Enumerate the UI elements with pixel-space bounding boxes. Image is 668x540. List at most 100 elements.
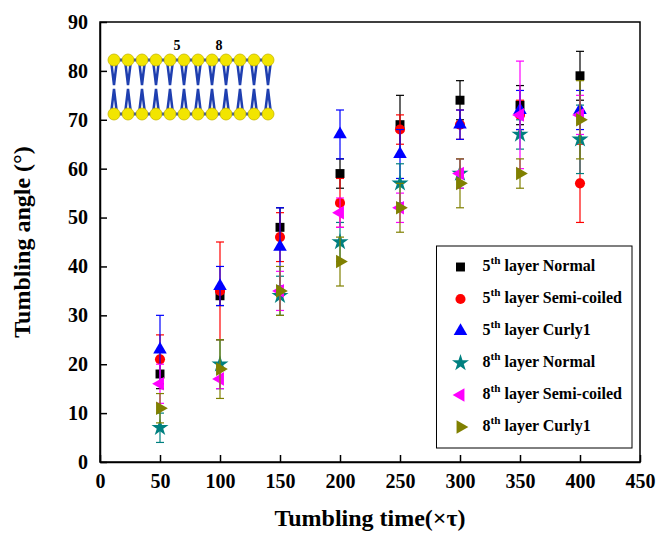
point — [396, 201, 408, 215]
tick: 400 — [566, 455, 596, 492]
tick-mark — [520, 455, 522, 462]
inset-head — [108, 108, 120, 120]
legend-label: 5th layer Normal — [482, 254, 595, 275]
inset-head — [150, 108, 162, 120]
tick-mark — [100, 120, 107, 122]
tick-mark — [100, 413, 107, 415]
point — [216, 362, 228, 376]
tick-mark — [100, 462, 107, 464]
annotation: 5 — [174, 38, 181, 53]
error-cap — [456, 109, 464, 110]
tick: 40 — [68, 255, 107, 277]
inset-head — [220, 54, 232, 66]
tick-label: 300 — [446, 470, 476, 492]
tick: 10 — [68, 402, 107, 424]
inset-head — [234, 54, 246, 66]
error-cap — [216, 398, 224, 399]
error-cap — [456, 158, 464, 159]
inset-head — [178, 108, 190, 120]
point — [456, 96, 465, 105]
tick: 350 — [506, 455, 536, 492]
tick-label: 450 — [626, 470, 656, 492]
point — [213, 278, 227, 290]
point — [576, 113, 588, 127]
inset-head — [234, 108, 246, 120]
tick-mark — [340, 455, 342, 462]
legend-box — [436, 246, 632, 448]
point — [152, 377, 164, 391]
tick-mark — [220, 455, 222, 462]
tick-mark — [400, 455, 402, 462]
error-cap — [276, 207, 284, 208]
error-cap — [456, 139, 464, 140]
error-cap — [156, 422, 164, 423]
point — [516, 167, 528, 181]
error-cap — [516, 188, 524, 189]
tick: 250 — [386, 455, 416, 492]
tick-label: 150 — [266, 470, 296, 492]
tick-mark — [460, 455, 462, 462]
error-cap — [396, 163, 404, 164]
point — [273, 239, 287, 251]
error-cap — [456, 80, 464, 81]
error-cap — [336, 197, 344, 198]
legend-label: 8th layer Normal — [482, 350, 595, 371]
legend-marker — [452, 354, 469, 370]
inset-head — [206, 54, 218, 66]
point — [332, 206, 344, 220]
error-line — [339, 178, 340, 227]
error-cap — [216, 305, 224, 306]
error-cap — [576, 51, 584, 52]
tick-label: 250 — [386, 470, 416, 492]
tick-label: 50 — [151, 470, 171, 492]
tick: 70 — [68, 109, 107, 131]
error-cap — [156, 393, 164, 394]
annotation: 8 — [216, 38, 223, 53]
point — [456, 177, 468, 191]
error-cap — [456, 139, 464, 140]
error-cap — [216, 266, 224, 267]
legend-marker — [456, 263, 465, 272]
tick: 60 — [68, 158, 107, 180]
point — [512, 108, 524, 122]
legend-marker — [455, 294, 465, 304]
error-cap — [336, 237, 344, 238]
tick: 30 — [68, 304, 107, 326]
tick-label: 10 — [68, 402, 88, 424]
point — [336, 255, 348, 269]
tick: 80 — [68, 60, 107, 82]
point — [576, 71, 585, 80]
tick-mark — [640, 455, 642, 462]
legend-marker — [454, 323, 468, 335]
point — [276, 284, 288, 298]
tick-mark — [100, 217, 107, 219]
axis-line — [101, 462, 641, 464]
x-axis: 050100150200250300350400450 — [96, 455, 656, 492]
point — [156, 401, 168, 415]
error-cap — [276, 315, 284, 316]
error-cap — [216, 305, 224, 306]
point — [153, 342, 167, 354]
tick: 200 — [326, 455, 356, 492]
tick-mark — [160, 455, 162, 462]
error-cap — [276, 207, 284, 208]
tick-label: 80 — [68, 60, 88, 82]
tick-label: 50 — [68, 206, 88, 228]
error-cap — [336, 227, 344, 228]
error-cap — [576, 173, 584, 174]
tick: 20 — [68, 353, 107, 375]
error-cap — [396, 95, 404, 96]
inset-head — [136, 54, 148, 66]
point — [453, 117, 467, 129]
tick: 50 — [68, 206, 107, 228]
error-cap — [456, 109, 464, 110]
point — [336, 169, 345, 178]
axis-line — [100, 23, 102, 463]
point — [575, 178, 585, 188]
error-cap — [156, 315, 164, 316]
tick: 50 — [151, 455, 171, 492]
x-axis-title: Tumbling time(×τ) — [274, 505, 465, 531]
inset-head — [262, 108, 274, 120]
tick-label: 0 — [96, 470, 106, 492]
error-cap — [216, 241, 224, 242]
